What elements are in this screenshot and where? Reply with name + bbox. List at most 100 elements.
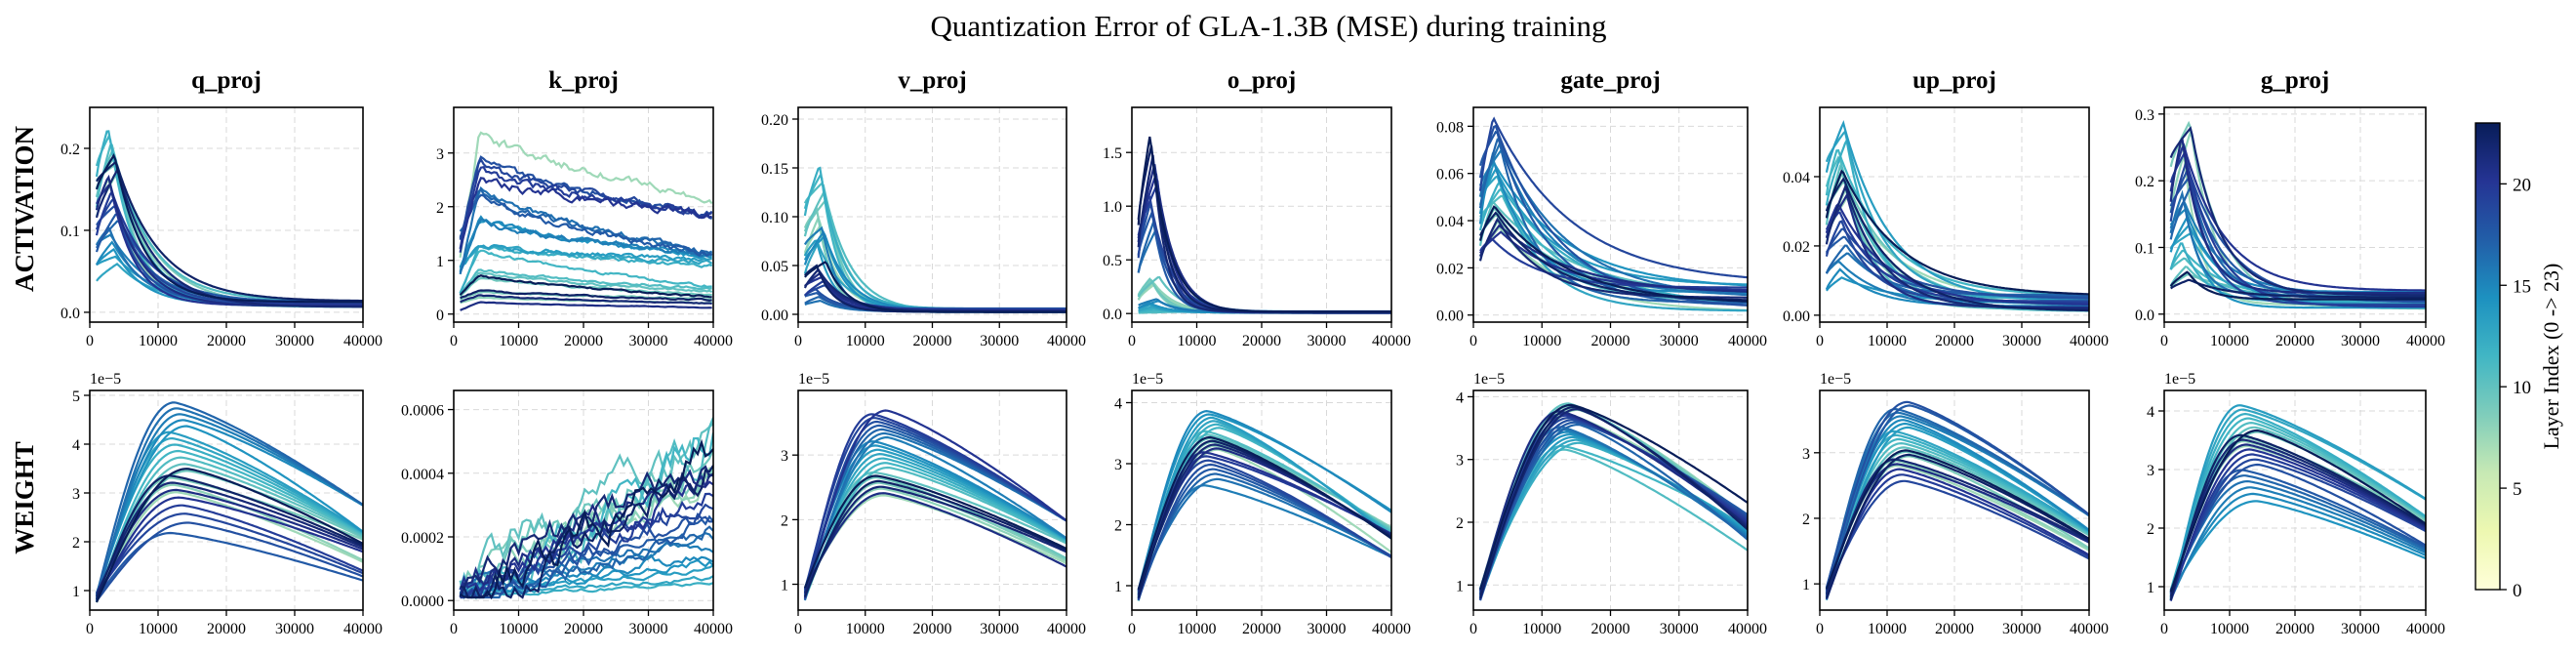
column-title-k-proj: k_proj [548, 67, 619, 94]
x-tick-label: 10000 [1868, 621, 1907, 637]
x-tick-label: 40000 [2070, 333, 2109, 349]
x-tick-label: 10000 [139, 621, 178, 637]
series-line-layer-14 [1478, 423, 1748, 594]
series-line-layer-19 [2169, 143, 2426, 292]
y-tick-label: 0.15 [761, 161, 788, 178]
x-tick-label: 0 [2160, 621, 2168, 637]
x-tick-label: 10000 [1522, 333, 1561, 349]
series-line-layer-14 [1825, 407, 2089, 594]
row-label-activation: ACTIVATION [10, 125, 39, 292]
series-line-layer-15 [459, 193, 712, 258]
x-tick-label: 0 [1128, 621, 1136, 637]
series-line-layer-14 [459, 525, 713, 599]
subplot-weight-g-proj: 0 10000 20000 30000 40000 1 2 3 4 1e−5 [2147, 371, 2445, 637]
x-tick-label: 30000 [2002, 621, 2041, 637]
series-line-layer-16 [96, 521, 363, 602]
x-tick-label: 10000 [1178, 333, 1217, 349]
series-line-layer-5 [95, 456, 363, 598]
subplot-weight-o-proj: 0 10000 20000 30000 40000 1 2 3 4 1e−5 [1114, 371, 1411, 637]
column-title-v-proj: v_proj [898, 67, 966, 94]
y-tick-label: 1 [1802, 577, 1810, 594]
series-line-layer-23 [95, 468, 363, 603]
series-line-layer-22 [460, 465, 713, 599]
x-tick-label: 30000 [1660, 621, 1699, 637]
column-title-g-proj: g_proj [2261, 67, 2329, 94]
series-line-layer-17 [96, 512, 363, 595]
column-title-q-proj: q_proj [191, 67, 262, 94]
x-tick-label: 0 [1128, 333, 1136, 349]
x-tick-label: 30000 [275, 621, 314, 637]
y-tick-label: 0.04 [1436, 214, 1464, 230]
series-line-layer-18 [1479, 237, 1748, 289]
series-lines [95, 401, 363, 603]
x-tick-label: 40000 [2070, 621, 2109, 637]
series-line-layer-20 [1825, 192, 2089, 308]
series-line-layer-22 [803, 479, 1067, 597]
series-lines [1478, 116, 1748, 312]
series-line-layer-23 [1825, 169, 2089, 296]
y-tick-label: 3 [781, 448, 788, 465]
series-line-layer-21 [95, 167, 363, 308]
colorbar: 0 5 10 15 20 Layer Index (0 -> 23) [2475, 122, 2563, 601]
colorbar-tick-label: 10 [2513, 378, 2531, 398]
series-line-layer-7 [2169, 412, 2426, 594]
subplot-weight-q-proj: 0 10000 20000 30000 40000 1 2 3 4 5 1e−5 [72, 371, 382, 637]
x-tick-label: 10000 [1522, 621, 1561, 637]
series-line-layer-23 [803, 474, 1067, 589]
series-lines [95, 130, 363, 308]
x-tick-label: 0 [450, 621, 458, 637]
x-tick-label: 10000 [846, 621, 885, 637]
series-line-layer-11 [1137, 409, 1391, 594]
y-tick-label: 0.02 [1436, 261, 1464, 277]
x-tick-label: 40000 [343, 333, 382, 349]
x-tick-label: 30000 [1308, 621, 1347, 637]
series-lines [1137, 136, 1391, 314]
series-line-layer-23 [1137, 435, 1391, 591]
series-line-layer-21 [2169, 126, 2426, 297]
y-tick-label: 4 [2147, 404, 2154, 421]
y-tick-label: 0.06 [1436, 167, 1464, 184]
y-tick-label: 0.0006 [401, 403, 444, 420]
series-line-layer-1 [95, 170, 363, 307]
series-line-layer-19 [1137, 173, 1391, 314]
series-line-layer-23 [459, 274, 712, 299]
series-line-layer-4 [2169, 426, 2426, 595]
y-tick-label: 3 [436, 146, 444, 163]
x-tick-label: 20000 [1591, 621, 1630, 637]
x-tick-label: 30000 [1660, 333, 1699, 349]
series-line-layer-7 [1825, 137, 2089, 300]
x-tick-label: 20000 [564, 621, 603, 637]
y-tick-label: 0.08 [1436, 119, 1464, 136]
y-tick-label: 5 [72, 389, 80, 405]
x-tick-label: 30000 [629, 333, 668, 349]
x-tick-label: 30000 [275, 333, 314, 349]
series-line-layer-7 [460, 582, 713, 596]
y-tick-label: 3 [2147, 463, 2154, 479]
series-line-layer-23 [1825, 449, 2089, 590]
series-line-layer-22 [2170, 278, 2426, 299]
y-tick-label: 0.00 [1783, 308, 1810, 325]
series-lines [2169, 404, 2426, 601]
x-tick-label: 0 [1469, 333, 1477, 349]
series-line-layer-4 [459, 271, 713, 295]
y-tick-label: 3 [1456, 453, 1464, 470]
colorbar-gradient [2475, 122, 2501, 591]
y-tick-label: 1 [1456, 578, 1464, 594]
colorbar-tick-label: 0 [2513, 581, 2522, 601]
series-line-layer-10 [2169, 500, 2426, 594]
series-line-layer-5 [459, 417, 713, 600]
colorbar-label: Layer Index (0 -> 23) [2539, 264, 2563, 450]
series-lines [803, 409, 1067, 601]
y-tick-label: 1 [436, 254, 444, 270]
series-line-layer-10 [2169, 214, 2426, 309]
x-tick-label: 30000 [980, 333, 1019, 349]
x-tick-label: 0 [450, 333, 458, 349]
series-line-layer-12 [95, 413, 363, 599]
series-line-layer-6 [95, 449, 363, 601]
series-line-layer-23 [1137, 136, 1391, 313]
y-tick-label: 0.0002 [401, 530, 444, 547]
series-line-layer-21 [1825, 458, 2089, 595]
y-tick-label: 1.5 [1103, 145, 1122, 162]
x-tick-label: 30000 [2002, 333, 2041, 349]
